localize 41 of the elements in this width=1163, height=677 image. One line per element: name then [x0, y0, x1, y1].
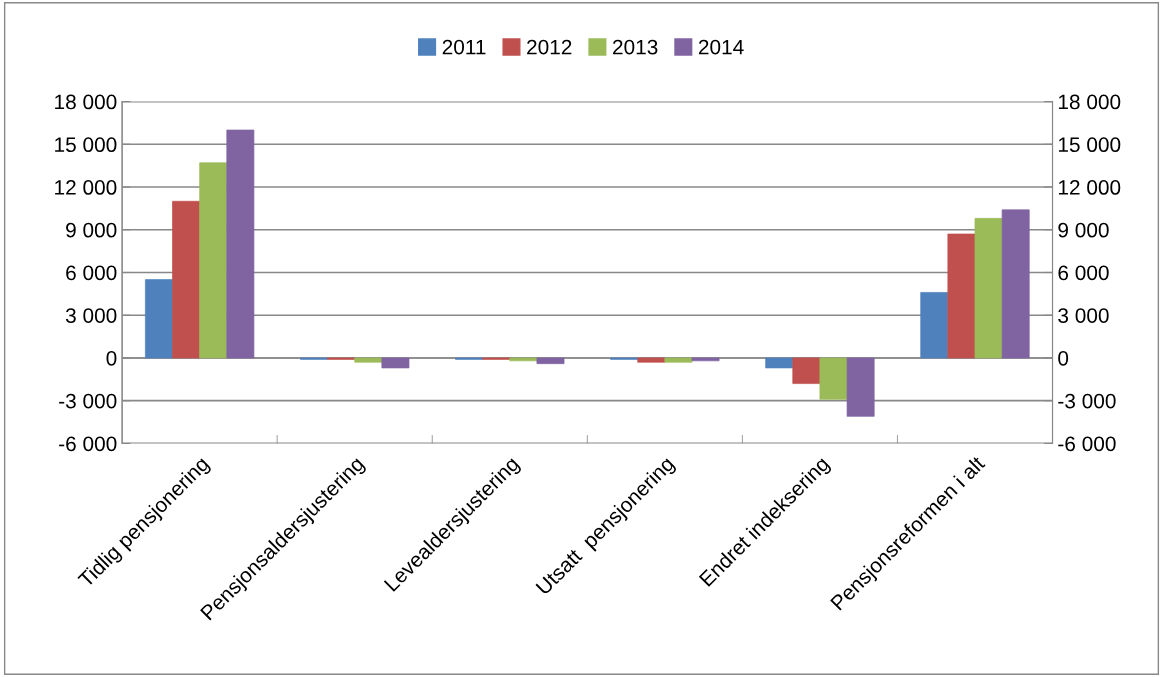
- bar: [145, 279, 173, 359]
- y2-tick-label: 15 000: [1058, 137, 1121, 153]
- legend-label: 2011: [442, 39, 486, 55]
- bar: [664, 357, 693, 363]
- y-tick-label: -6 000: [59, 436, 117, 452]
- bar: [819, 357, 848, 400]
- y-tick-label: 6 000: [66, 265, 117, 281]
- bar: [947, 233, 976, 359]
- y-tick-label: 9 000: [66, 222, 117, 238]
- bar: [792, 357, 821, 384]
- bar: [536, 357, 565, 365]
- y2-tick-label: 3 000: [1058, 308, 1109, 323]
- y2-tick-label: -6 000: [1058, 436, 1116, 452]
- bar: [691, 357, 720, 362]
- bar: [354, 357, 383, 363]
- y-tick-label: 12 000: [55, 180, 117, 195]
- y-tick-label: 18 000: [55, 94, 117, 110]
- y-tick-label: 0: [106, 350, 117, 366]
- y2-tick-label: 12 000: [1058, 180, 1121, 195]
- y2-tick-label: 6 000: [1058, 265, 1109, 281]
- y2-tick-label: -3 000: [1058, 393, 1116, 409]
- y2-tick-label: 9 000: [1058, 222, 1109, 238]
- legend-label: 2012: [527, 39, 572, 55]
- y2-tick-label: 18 000: [1058, 94, 1121, 110]
- bar: [765, 357, 794, 369]
- bar: [846, 357, 875, 417]
- legend-label: 2014: [698, 39, 744, 55]
- bar: [637, 357, 666, 363]
- y-tick-label: 3 000: [65, 308, 117, 323]
- bar: [199, 162, 228, 359]
- bar: [226, 129, 255, 359]
- bar: [172, 200, 200, 359]
- y2-tick-label: 0: [1058, 350, 1069, 366]
- bar: [1001, 209, 1030, 359]
- bar: [974, 218, 1003, 359]
- legend-label: 2013: [613, 39, 658, 55]
- y-tick-label: -3 000: [59, 393, 117, 409]
- y-tick-label: 15 000: [55, 137, 117, 153]
- bar: [509, 357, 538, 362]
- bar: [920, 292, 949, 359]
- bar: [381, 357, 410, 369]
